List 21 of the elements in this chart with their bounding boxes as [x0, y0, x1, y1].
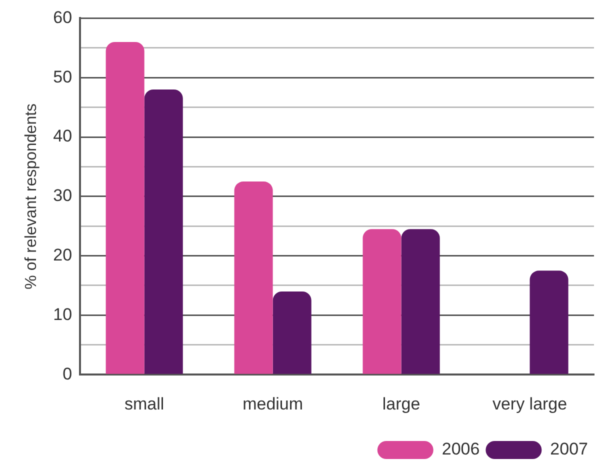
bar	[401, 229, 440, 374]
bar	[362, 229, 402, 374]
y-tick-label: 10	[53, 304, 72, 324]
y-axis-title: % of relevant respondents	[23, 103, 40, 290]
bar	[234, 182, 273, 374]
bar	[272, 291, 312, 374]
legend-label: 2006	[442, 440, 480, 459]
y-tick-label: 60	[53, 8, 72, 27]
y-tick-label: 20	[53, 245, 72, 264]
legend-label: 2007	[550, 440, 588, 459]
bar	[144, 89, 183, 374]
y-tick-label: 0	[62, 364, 72, 384]
x-tick-label: medium	[242, 394, 304, 414]
x-tick-label: large	[382, 394, 420, 414]
y-tick-label: 50	[53, 67, 72, 86]
y-tick-label: 40	[53, 126, 72, 146]
bar	[530, 270, 568, 374]
x-tick-label: very large	[492, 394, 568, 414]
y-tick-label: 30	[53, 186, 72, 206]
bar	[106, 42, 144, 374]
x-tick-label: small	[124, 394, 164, 414]
